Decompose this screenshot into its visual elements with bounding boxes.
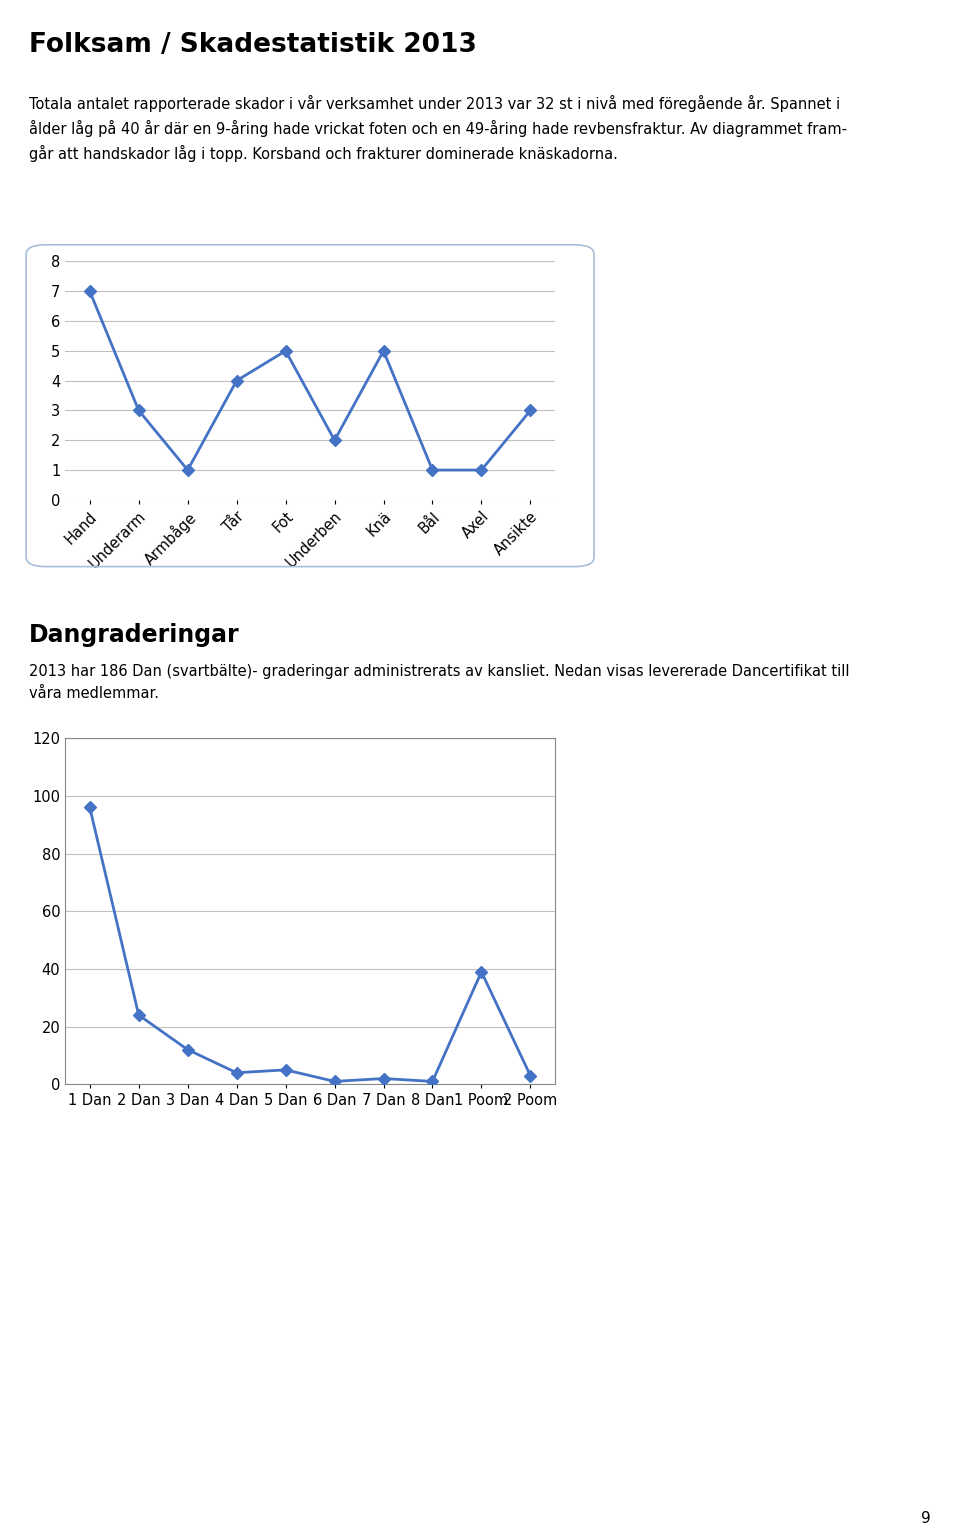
Text: Folksam / Skadestatistik 2013: Folksam / Skadestatistik 2013 xyxy=(29,32,477,58)
Text: 9: 9 xyxy=(922,1510,931,1526)
Text: Totala antalet rapporterade skador i vår verksamhet under 2013 var 32 st i nivå : Totala antalet rapporterade skador i vår… xyxy=(29,95,847,161)
Text: Dangraderingar: Dangraderingar xyxy=(29,623,239,647)
Text: 2013 har 186 Dan (svartbälte)- graderingar administrerats av kansliet. Nedan vis: 2013 har 186 Dan (svartbälte)- gradering… xyxy=(29,664,850,701)
